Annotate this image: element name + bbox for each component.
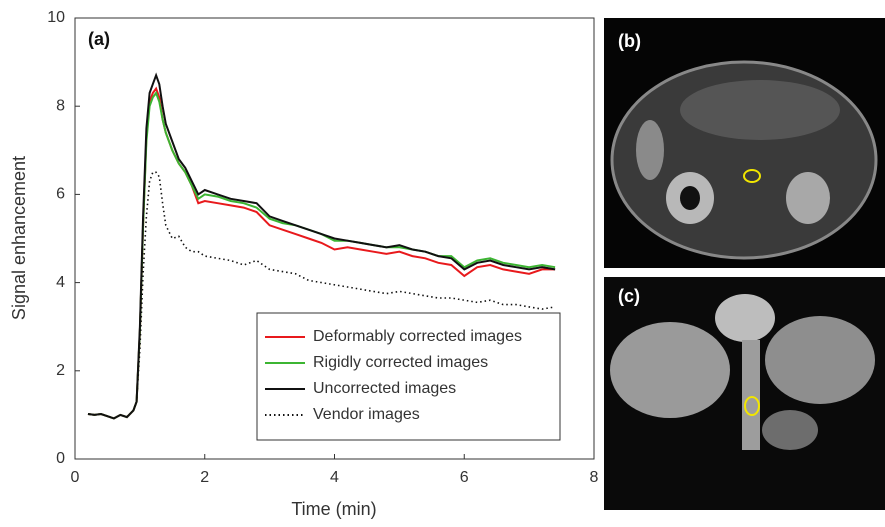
panel-label: (a): [88, 29, 110, 49]
kidney: [762, 410, 818, 450]
liver: [636, 120, 664, 180]
y-tick-label: 2: [56, 362, 65, 379]
x-tick-label: 6: [460, 469, 469, 486]
y-tick-label: 4: [56, 274, 65, 291]
mri-panel-b: (b): [604, 18, 885, 268]
heart: [715, 294, 775, 342]
x-tick-label: 4: [330, 469, 339, 486]
mri-panel-c: (c): [604, 277, 885, 510]
y-axis-label: Signal enhancement: [9, 156, 29, 320]
y-tick-label: 8: [56, 97, 65, 114]
legend-label: Rigidly corrected images: [313, 354, 488, 371]
legend-label: Vendor images: [313, 406, 420, 423]
figure: (b) (c) (a) Time (min) Signal enhancemen…: [0, 0, 885, 527]
panel-label: (b): [618, 31, 641, 51]
bowel: [680, 80, 840, 140]
x-axis-label: Time (min): [291, 499, 376, 519]
x-tick-label: 8: [590, 469, 599, 486]
legend-label: Deformably corrected images: [313, 328, 522, 345]
panel-label: (c): [618, 286, 640, 306]
y-tick-label: 6: [56, 186, 65, 203]
spleen: [765, 316, 875, 404]
kidney-pelvis: [680, 186, 700, 210]
liver: [610, 322, 730, 418]
kidney: [786, 172, 830, 224]
x-tick-label: 2: [200, 469, 209, 486]
y-tick-label: 10: [47, 9, 65, 26]
y-tick-label: 0: [56, 450, 65, 467]
legend-label: Uncorrected images: [313, 380, 456, 397]
plot: 0 2 4 6 8 0 2 4 6 8 10 Deformably corrected images R…: [47, 9, 598, 486]
aorta: [742, 340, 760, 450]
x-tick-label: 0: [71, 469, 80, 486]
